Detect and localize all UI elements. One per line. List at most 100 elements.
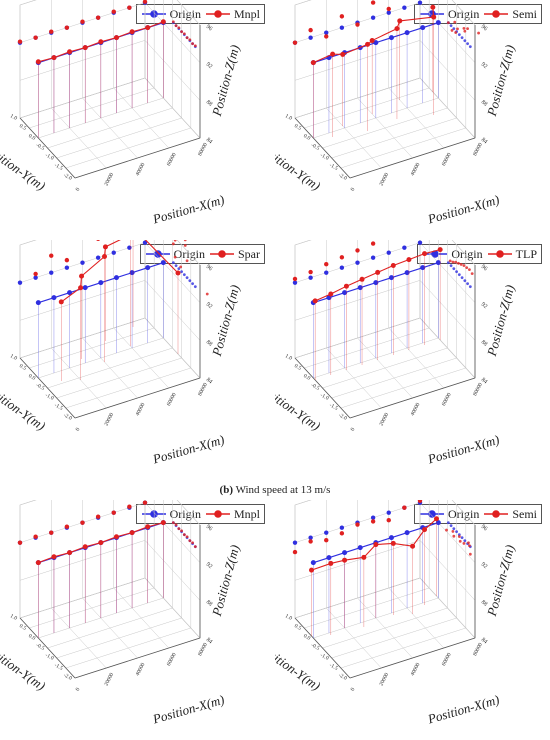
- x-tick-label: 60000: [441, 152, 453, 167]
- platform-point: [102, 244, 108, 250]
- grid-line: [331, 117, 457, 159]
- grid-group: [19, 240, 201, 419]
- x-tick-label: 20000: [103, 172, 115, 187]
- origin-projection-point: [386, 10, 391, 15]
- origin-side-point: [463, 539, 467, 543]
- x-tick-label: 40000: [135, 402, 147, 417]
- grid-group: [294, 500, 476, 679]
- origin-side-point: [463, 39, 467, 43]
- platform-side-point: [179, 265, 183, 269]
- legend-label: TLP: [515, 246, 537, 261]
- platform-projection-point: [370, 241, 376, 246]
- y-tick-label: -1.5: [53, 162, 64, 172]
- platform-side-point: [185, 535, 189, 539]
- legend-label: Origin: [169, 506, 201, 521]
- platform-projection-point: [111, 9, 116, 14]
- legend-label: Semi: [512, 506, 537, 521]
- y-tick-label: 0.0: [27, 373, 36, 382]
- platform-side-point: [182, 533, 186, 537]
- platform-side-point: [462, 264, 466, 267]
- y-tick-label: -1.0: [319, 152, 330, 162]
- grid-line: [419, 2, 476, 63]
- legend-swatch: [487, 250, 512, 258]
- y-axis-line: [19, 357, 76, 419]
- z-tick-label: 88: [205, 599, 213, 607]
- origin-point: [342, 290, 348, 296]
- x-tick-label: 20000: [103, 412, 115, 427]
- platform-point: [422, 251, 428, 257]
- chart-svg: 0 20000 40000 60000 80000 1.00.50.0-0.5-1.0-1…: [0, 0, 242, 227]
- x-tick-label: 20000: [378, 172, 390, 187]
- origin-side-point: [185, 276, 189, 280]
- platform-point: [328, 560, 334, 566]
- legend-label: Origin: [447, 6, 480, 21]
- grid-line: [144, 317, 201, 379]
- platform-point: [343, 283, 349, 289]
- legend-item: Origin: [141, 507, 201, 522]
- platform-side-point: [459, 263, 463, 266]
- x-tick-label: 0: [350, 187, 357, 192]
- grid-line: [294, 40, 421, 81]
- platform-projection-point: [33, 534, 38, 539]
- legend-item: Mnpl: [205, 7, 260, 22]
- grid-line: [322, 607, 448, 649]
- platform-point: [394, 26, 400, 32]
- platform-projection-point: [355, 248, 360, 253]
- platform-projection-point: [417, 500, 423, 503]
- grid-line: [56, 117, 182, 159]
- grid-line: [419, 77, 476, 139]
- x-tick-label: 0: [75, 187, 82, 192]
- y-tick-label: -2.0: [62, 412, 73, 422]
- y-axis-line: [294, 617, 351, 679]
- z-tick-label: 84: [205, 637, 213, 645]
- x-tick-label: 20000: [103, 672, 115, 687]
- platform-point: [113, 534, 119, 540]
- platform-projection-point: [17, 39, 23, 44]
- platform-side-point: [174, 24, 178, 28]
- origin-side-point: [452, 527, 456, 531]
- origin-side-point: [468, 285, 472, 289]
- platform-side-point: [466, 27, 469, 30]
- legend: Origin Mnpl: [135, 4, 265, 24]
- platform-point: [160, 19, 166, 25]
- y-tick-label: -0.5: [310, 142, 321, 152]
- platform-point: [51, 554, 57, 560]
- origin-point: [145, 265, 151, 271]
- y-tick-label: -2.0: [337, 672, 348, 682]
- platform-point: [82, 45, 88, 51]
- x-axis-line: [74, 137, 201, 179]
- grid-line: [19, 577, 146, 619]
- platform-point: [365, 41, 371, 47]
- platform-series: [17, 0, 197, 138]
- grid-group: [294, 240, 476, 419]
- grid-line: [176, 240, 201, 266]
- grid-line: [47, 347, 173, 389]
- origin-point: [342, 550, 348, 556]
- y-axis-line: [294, 117, 351, 179]
- x-axis-line: [349, 637, 476, 679]
- origin-side-point: [188, 279, 192, 283]
- y-tick-label: 1.0: [284, 113, 293, 122]
- y-tick-label: 1.0: [9, 353, 18, 362]
- platform-point: [160, 520, 166, 526]
- y-tick-label: 0.0: [27, 633, 36, 642]
- x-axis-label: Position-X(m): [425, 192, 501, 227]
- x-tick-label: 60000: [166, 392, 178, 407]
- origin-point: [420, 265, 426, 271]
- origin-point: [67, 290, 73, 296]
- grid-line: [304, 587, 430, 629]
- z-tick-label: 96: [480, 24, 488, 32]
- origin-side-point: [455, 530, 458, 534]
- origin-point: [435, 20, 441, 26]
- legend-marker: [428, 510, 436, 518]
- z-tick-label: 84: [480, 637, 488, 645]
- y-tick-label: 0.0: [27, 133, 36, 142]
- platform-side-point: [458, 539, 462, 543]
- origin-projection-point: [386, 250, 391, 255]
- grid-line: [176, 0, 201, 26]
- legend-swatch: [423, 250, 448, 258]
- origin-projection-point: [370, 515, 376, 520]
- grid-group: [19, 500, 201, 679]
- y-tick-label: -1.0: [319, 652, 330, 662]
- platform-projection-point: [17, 540, 23, 545]
